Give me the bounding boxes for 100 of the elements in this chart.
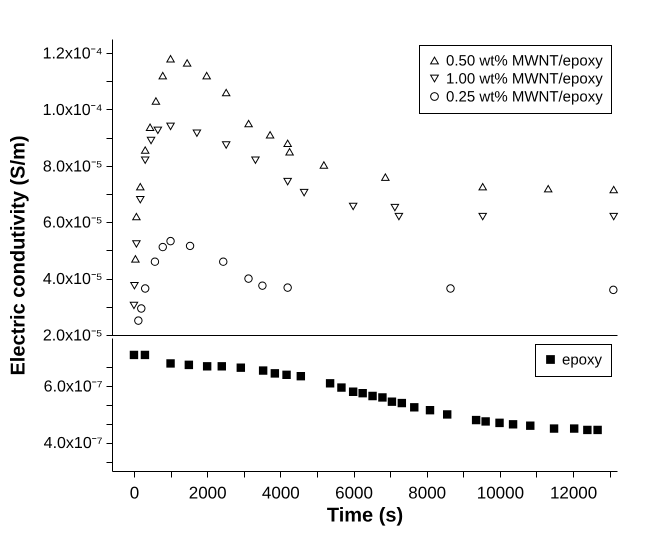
point (166, 55, 175, 62)
point (202, 72, 211, 80)
point (526, 422, 534, 430)
x-tick-label: 8000 (408, 484, 446, 502)
point (610, 212, 618, 220)
point (130, 282, 139, 290)
x-tick-label: 4000 (262, 484, 300, 502)
point (358, 388, 367, 398)
point (368, 392, 377, 400)
point (326, 379, 334, 388)
point (219, 258, 228, 266)
legend-label: 0.50 wt% MWNT/epoxy (446, 52, 604, 70)
point (130, 350, 138, 360)
point (296, 372, 306, 380)
point (202, 362, 212, 371)
point (283, 283, 292, 292)
point (152, 97, 160, 105)
point (244, 274, 253, 283)
legend-label: 0.25 wt% MWNT/epoxy (446, 88, 604, 106)
x-tick-label: 6000 (335, 484, 373, 502)
point (398, 398, 406, 408)
point (593, 426, 602, 434)
point (583, 426, 592, 434)
point (136, 183, 144, 190)
point (610, 186, 618, 194)
point (131, 255, 140, 263)
point (495, 418, 504, 428)
point (481, 417, 490, 426)
point (266, 131, 274, 139)
y-tick-label: 6.0x10⁻⁵ (42, 214, 102, 232)
x-tick-label: 10000 (476, 484, 524, 502)
point (348, 388, 358, 396)
point (186, 242, 194, 250)
point (442, 410, 452, 419)
point (146, 136, 156, 144)
point (544, 184, 552, 192)
point (154, 126, 162, 134)
y-tick-label: 4.0x10⁻⁷ (44, 435, 103, 452)
point (166, 122, 175, 130)
y-tick-label: 6.0x10⁻⁷ (44, 378, 103, 396)
point (192, 129, 202, 137)
point (182, 59, 192, 67)
point (136, 196, 144, 204)
point (446, 284, 455, 293)
point (140, 284, 150, 293)
point (508, 420, 518, 429)
point (130, 302, 138, 310)
point (348, 202, 358, 210)
x-axis-title: Time (s) (326, 504, 404, 526)
point (251, 156, 260, 164)
point (337, 383, 346, 392)
legend-label: epoxy (562, 352, 603, 368)
point (184, 360, 194, 370)
y-tick-label: 1.2x10⁻⁴ (42, 46, 103, 63)
point (166, 236, 175, 246)
point (285, 148, 294, 156)
point (258, 281, 267, 290)
y-tick-label: 1.0x10⁻⁴ (42, 102, 103, 119)
point (218, 362, 226, 371)
point (146, 124, 154, 131)
y-tick-label: 8.0x10⁻⁵ (42, 158, 102, 176)
point (283, 178, 292, 186)
point (394, 212, 404, 220)
point (132, 240, 141, 248)
point (609, 286, 618, 294)
point (270, 369, 280, 378)
point (570, 424, 578, 433)
point (388, 397, 396, 406)
point (158, 72, 167, 80)
x-tick-label: 0 (130, 484, 140, 502)
point (472, 416, 480, 424)
point (244, 120, 253, 128)
point (282, 370, 291, 379)
point (300, 188, 308, 196)
point (410, 403, 418, 412)
point (222, 141, 230, 149)
point (150, 258, 160, 266)
point (550, 424, 558, 433)
point (378, 393, 387, 402)
point (478, 212, 487, 220)
point (381, 173, 390, 181)
point (166, 359, 175, 368)
point (140, 350, 150, 360)
point (426, 406, 434, 414)
x-tick-label: 2000 (188, 484, 227, 502)
y-axis-title: Electric condutivity (S/m) (8, 135, 30, 376)
point (390, 204, 400, 212)
point (236, 364, 246, 372)
point (283, 140, 292, 148)
point (140, 156, 150, 164)
point (158, 242, 167, 252)
point (258, 366, 268, 375)
point (134, 316, 143, 325)
x-tick-label: 12000 (550, 484, 598, 502)
legend-label: 1.00 wt% MWNT/epoxy (446, 70, 604, 88)
y-tick-label: 2.0x10⁻⁵ (42, 328, 102, 344)
y-tick-label: 4.0x10⁻⁵ (42, 271, 102, 288)
point (140, 146, 150, 154)
point (132, 212, 141, 220)
point (320, 161, 328, 169)
